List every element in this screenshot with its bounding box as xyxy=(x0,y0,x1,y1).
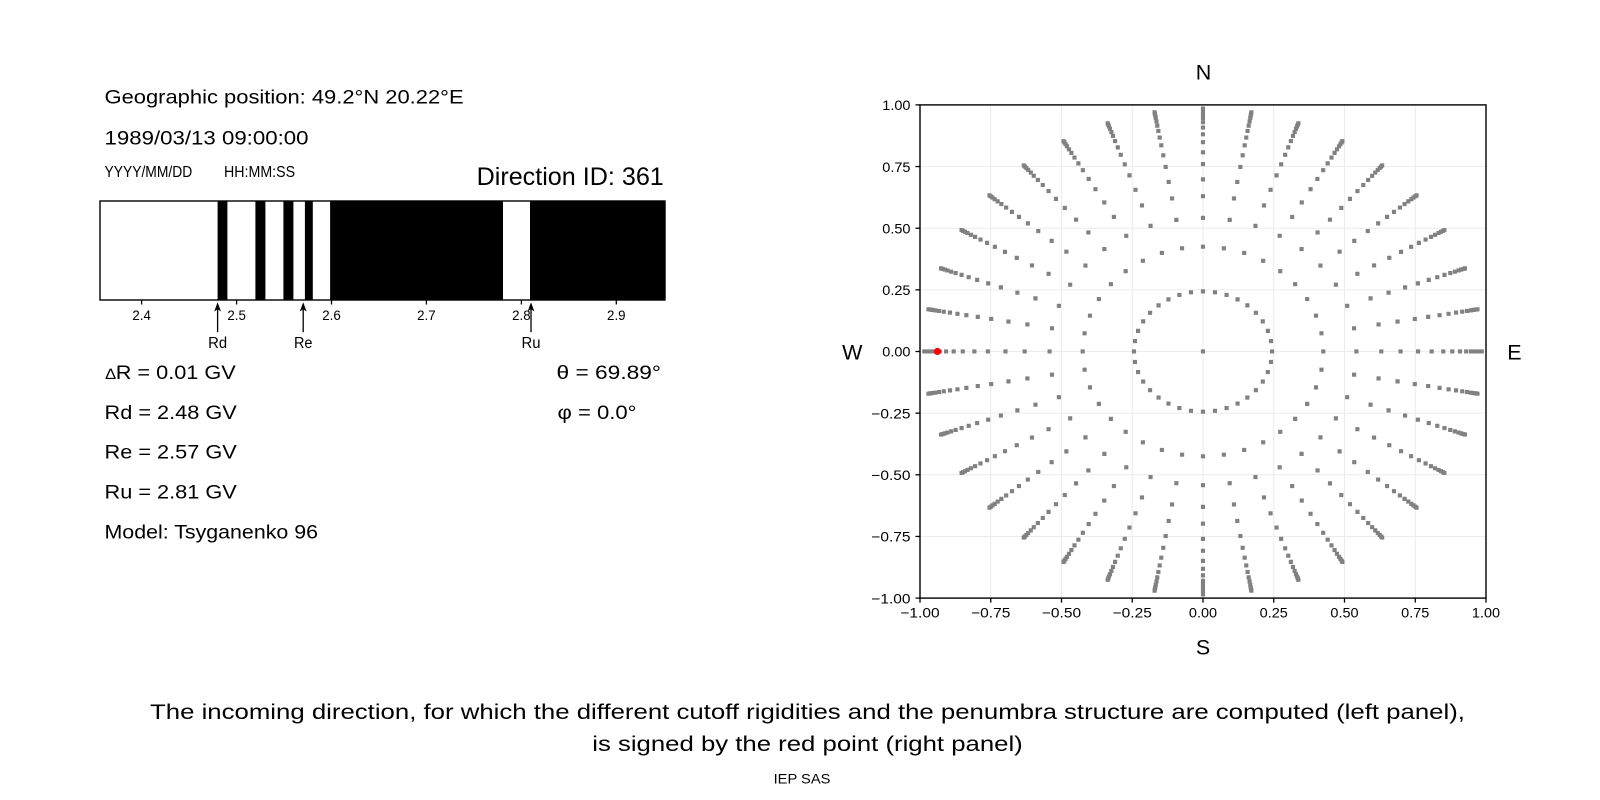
svg-text:Geographic position: 49.2°N 20: Geographic position: 49.2°N 20.22°E xyxy=(105,87,464,109)
svg-text:∆R = 0.01 GV: ∆R = 0.01 GV xyxy=(106,362,236,384)
svg-text:S: S xyxy=(1196,636,1210,660)
svg-text:0.75: 0.75 xyxy=(882,159,910,175)
svg-text:Direction ID: 361: Direction ID: 361 xyxy=(477,163,664,191)
svg-text:Rd = 2.48 GV: Rd = 2.48 GV xyxy=(105,402,237,424)
svg-text:2.8: 2.8 xyxy=(512,307,531,323)
svg-text:The incoming direction, for wh: The incoming direction, for which the di… xyxy=(150,701,1465,724)
svg-text:0.75: 0.75 xyxy=(1401,604,1429,620)
svg-text:0.00: 0.00 xyxy=(882,344,910,360)
svg-text:W: W xyxy=(842,340,863,364)
svg-text:Rd: Rd xyxy=(208,335,227,352)
svg-text:0.50: 0.50 xyxy=(1330,604,1358,620)
svg-text:YYYY/MM/DD: YYYY/MM/DD xyxy=(105,164,193,181)
svg-text:E: E xyxy=(1507,340,1521,364)
svg-text:Re = 2.57 GV: Re = 2.57 GV xyxy=(105,442,237,464)
svg-text:0.50: 0.50 xyxy=(882,220,910,236)
svg-text:φ = 0.0°: φ = 0.0° xyxy=(558,402,637,424)
svg-text:θ = 69.89°: θ = 69.89° xyxy=(557,362,662,384)
svg-text:−0.50: −0.50 xyxy=(871,467,910,483)
svg-text:1.00: 1.00 xyxy=(1472,604,1500,620)
svg-text:2.7: 2.7 xyxy=(417,307,436,323)
svg-text:−0.25: −0.25 xyxy=(1113,604,1152,620)
svg-text:is signed by the red point (ri: is signed by the red point (right panel) xyxy=(592,733,1023,756)
svg-text:−0.50: −0.50 xyxy=(1042,604,1081,620)
svg-text:−0.25: −0.25 xyxy=(871,405,910,421)
svg-text:1989/03/13 09:00:00: 1989/03/13 09:00:00 xyxy=(105,128,309,150)
svg-text:Model: Tsyganenko 96: Model: Tsyganenko 96 xyxy=(105,521,319,543)
svg-text:0.00: 0.00 xyxy=(1189,604,1217,620)
svg-text:−0.75: −0.75 xyxy=(871,529,910,545)
svg-text:0.25: 0.25 xyxy=(1260,604,1288,620)
svg-text:N: N xyxy=(1196,61,1212,85)
svg-text:Ru: Ru xyxy=(522,335,541,352)
svg-text:−1.00: −1.00 xyxy=(871,590,910,606)
svg-text:1.00: 1.00 xyxy=(882,97,910,113)
svg-text:HH:MM:SS: HH:MM:SS xyxy=(224,164,295,181)
svg-text:−1.00: −1.00 xyxy=(900,604,939,620)
svg-text:2.6: 2.6 xyxy=(322,307,341,323)
svg-text:2.5: 2.5 xyxy=(227,307,246,323)
svg-text:0.25: 0.25 xyxy=(882,282,910,298)
svg-text:IEP SAS: IEP SAS xyxy=(774,770,831,786)
svg-text:Re: Re xyxy=(294,335,313,352)
svg-text:2.9: 2.9 xyxy=(607,307,626,323)
svg-text:2.4: 2.4 xyxy=(132,307,151,323)
svg-text:−0.75: −0.75 xyxy=(971,604,1010,620)
svg-text:Ru = 2.81 GV: Ru = 2.81 GV xyxy=(105,482,237,504)
